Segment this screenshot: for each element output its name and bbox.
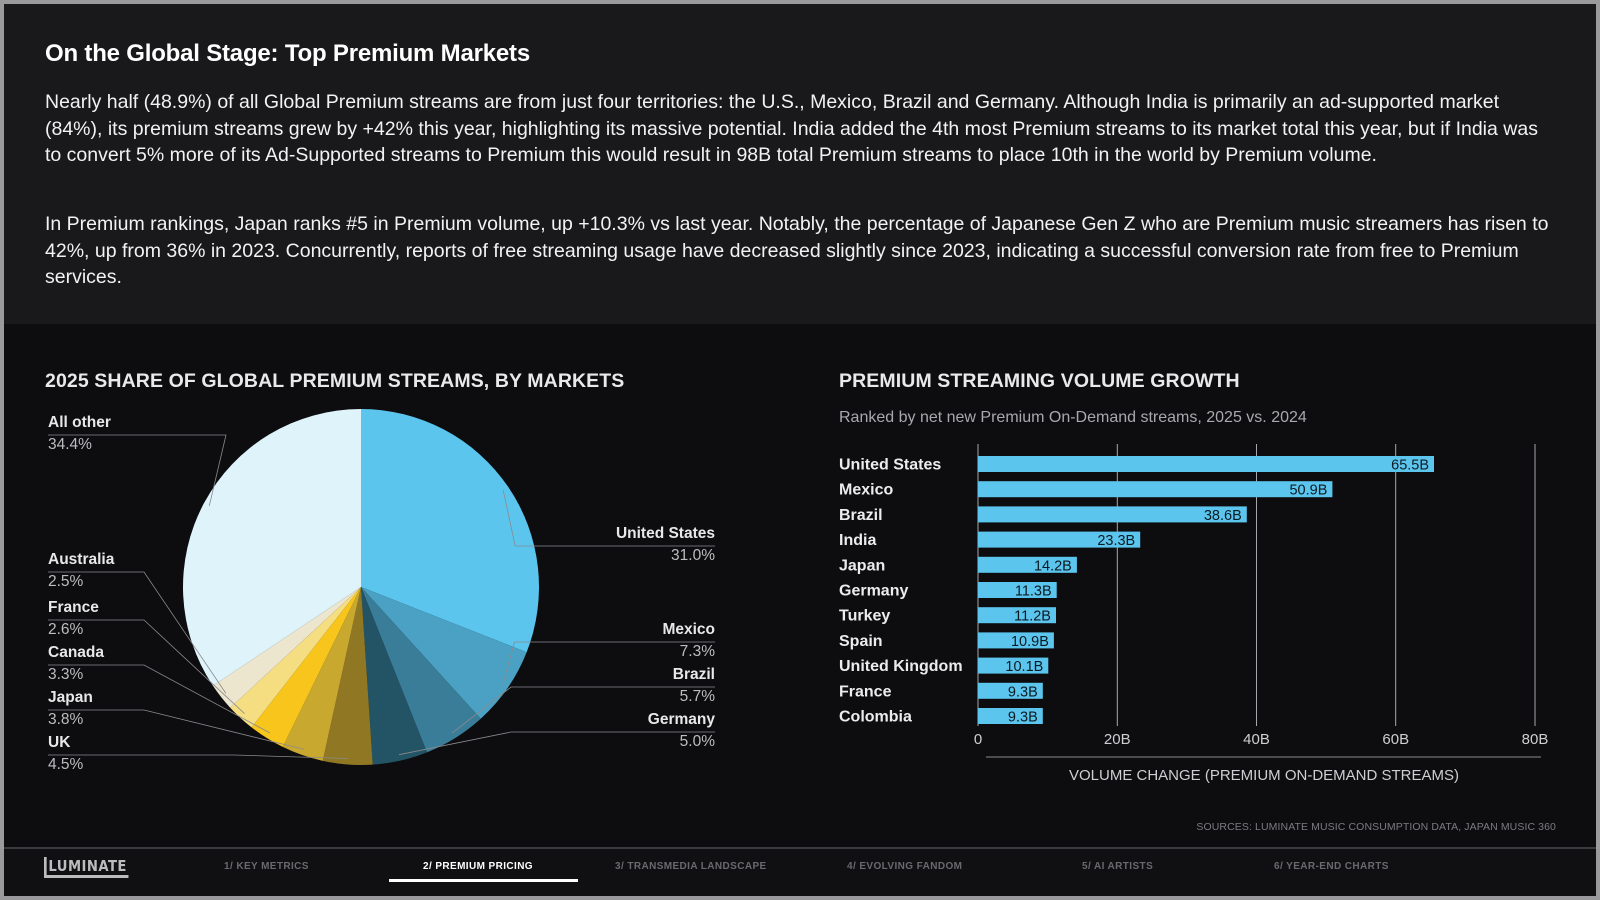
bar-united-states [978, 456, 1434, 472]
nav-tab-year-end-charts[interactable]: 6/ YEAR-END CHARTS [1274, 861, 1389, 872]
pie-leader-united-states [502, 490, 715, 547]
pie-label-brazil: Brazil [673, 666, 715, 683]
bar-turkey [978, 607, 1056, 624]
bar-value-label-united-kingdom: 10.1B [1005, 659, 1043, 675]
bar-united-kingdom [978, 657, 1049, 674]
bar-category-label-germany: Germany [839, 583, 908, 600]
bar-category-label-united-states: United States [839, 457, 941, 474]
bar-value-label-france: 9.3B [1008, 684, 1038, 700]
pie-value-united-states: 31.0% [671, 547, 715, 564]
bar-germany [978, 582, 1057, 598]
bar-value-label-spain: 10.9B [1011, 634, 1049, 650]
pie-leader-canada [48, 664, 270, 734]
pie-slice-canada [251, 587, 361, 747]
intro-paragraph-1: Nearly half (48.9%) of all Global Premiu… [45, 91, 1538, 166]
pie-value-germany: 5.0% [680, 733, 716, 750]
bar-chart-title: PREMIUM STREAMING VOLUME GROWTH [839, 370, 1240, 392]
bar-category-label-spain: Spain [839, 633, 883, 650]
pie-slice-mexico [361, 587, 527, 719]
pie-slice-france [230, 587, 361, 728]
bar-france [978, 682, 1043, 699]
pie-value-japan: 3.8% [48, 711, 84, 728]
bar-xtick-label-4: 80B [1522, 731, 1549, 748]
bar-spain [978, 632, 1054, 649]
bar-value-label-united-states: 65.5B [1391, 458, 1429, 474]
pie-slice-uk [322, 587, 373, 765]
intro-section: On the Global Stage: Top Premium Markets… [4, 4, 1596, 324]
bar-value-label-japan: 14.2B [1034, 558, 1072, 574]
market-share-pie-chart: United States 31.0% Mexico 7.3% Brazil 5.7% Ge… [48, 409, 716, 773]
bar-colombia [978, 708, 1043, 724]
bar-category-label-turkey: Turkey [839, 608, 890, 625]
luminate-logo[interactable]: LUMINATE [44, 857, 129, 878]
bar-xtick-label-2: 40B [1243, 731, 1270, 748]
report-page: On the Global Stage: Top Premium Markets… [4, 4, 1596, 896]
active-tab-indicator [389, 879, 578, 882]
bar-value-label-india: 23.3B [1097, 533, 1135, 549]
pie-value-canada: 3.3% [48, 666, 84, 683]
pie-value-france: 2.6% [48, 621, 84, 638]
bar-value-label-mexico: 50.9B [1289, 483, 1327, 499]
pie-value-uk: 4.5% [48, 756, 84, 773]
nav-tab-key-metrics[interactable]: 1/ KEY METRICS [224, 861, 309, 872]
pie-label-mexico: Mexico [662, 621, 715, 638]
bar-category-label-japan: Japan [839, 557, 885, 574]
pie-value-brazil: 5.7% [680, 688, 716, 705]
pie-leader-brazil [451, 686, 715, 734]
pie-label-canada: Canada [48, 644, 104, 661]
pie-leader-france [48, 619, 245, 714]
bar-xtick-label-1: 20B [1104, 731, 1131, 748]
bar-category-label-india: India [839, 532, 876, 549]
pie-slice-australia [212, 587, 361, 708]
volume-growth-bar-chart: 0 20B 40B 60B 80B United States 65.5B Mexico 50.… [839, 444, 1549, 784]
pie-leader-all-other [48, 434, 227, 506]
page-title: On the Global Stage: Top Premium Markets [45, 40, 530, 67]
pie-slice-united-states [361, 409, 540, 653]
sources-note: SOURCES: LUMINATE MUSIC CONSUMPTION DATA… [1196, 821, 1556, 833]
bar-india [978, 531, 1141, 548]
bar-chart-subtitle: Ranked by net new Premium On-Demand stre… [839, 409, 1307, 426]
nav-tab-premium-pricing[interactable]: 2/ PREMIUM PRICING [423, 861, 533, 872]
bar-category-label-mexico: Mexico [839, 482, 893, 499]
pie-chart-title: 2025 SHARE OF GLOBAL PREMIUM STREAMS, BY… [45, 370, 625, 392]
pie-label-australia: Australia [48, 551, 115, 568]
bar-xtick-label-3: 60B [1382, 731, 1409, 748]
pie-leader-mexico [502, 641, 715, 685]
pie-label-germany: Germany [648, 711, 716, 728]
footer-nav: LUMINATE 1/ KEY METRICS 2/ PREMIUM PRICI… [4, 847, 1596, 896]
bar-value-label-colombia: 9.3B [1008, 710, 1038, 726]
pie-leader-japan [48, 709, 305, 750]
pie-label-france: France [48, 599, 99, 616]
pie-slice-all-other [183, 409, 361, 686]
bar-japan [978, 556, 1077, 573]
bar-category-label-united-kingdom: United Kingdom [839, 658, 963, 675]
nav-tab-evolving-fandom[interactable]: 4/ EVOLVING FANDOM [847, 861, 963, 872]
pie-slice-brazil [361, 587, 481, 753]
bar-category-label-france: France [839, 683, 892, 700]
bar-category-label-colombia: Colombia [839, 709, 912, 726]
pie-label-united-states: United States [616, 525, 715, 542]
bar-brazil [978, 506, 1247, 523]
pie-label-japan: Japan [48, 689, 93, 706]
pie-value-australia: 2.5% [48, 573, 84, 590]
bar-category-label-brazil: Brazil [839, 507, 883, 524]
pie-leader-australia [48, 571, 227, 694]
pie-leader-uk [48, 754, 349, 759]
bar-mexico [978, 481, 1333, 498]
pie-leader-germany [398, 731, 715, 756]
bar-value-label-brazil: 38.6B [1204, 508, 1242, 524]
pie-value-mexico: 7.3% [680, 643, 716, 660]
bar-value-label-turkey: 11.2B [1014, 609, 1051, 625]
nav-tab-transmedia-landscape[interactable]: 3/ TRANSMEDIA LANDSCAPE [615, 861, 767, 872]
intro-paragraph-2: In Premium rankings, Japan ranks #5 in P… [45, 213, 1549, 288]
pie-label-all-other: All other [48, 414, 111, 431]
bar-value-label-germany: 11.3B [1015, 584, 1052, 600]
bar-xaxis-label: VOLUME CHANGE (PREMIUM ON-DEMAND STREAMS… [1069, 767, 1459, 784]
pie-slice-germany [361, 587, 427, 765]
pie-value-all-other: 34.4% [48, 436, 92, 453]
pie-slice-japan [282, 587, 361, 761]
pie-label-uk: UK [48, 734, 71, 751]
bar-xtick-label-0: 0 [974, 731, 982, 748]
nav-tab-ai-artists[interactable]: 5/ AI ARTISTS [1082, 861, 1154, 872]
